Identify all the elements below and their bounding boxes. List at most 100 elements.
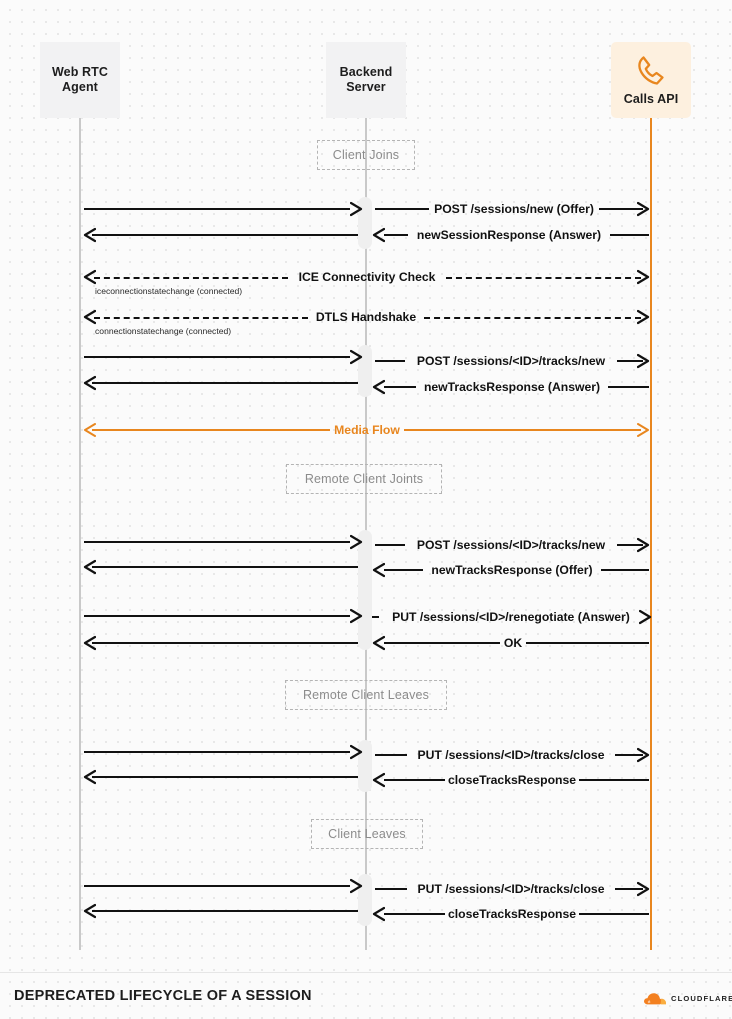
cloudflare-wordmark: CLOUDFLARE bbox=[671, 994, 732, 1003]
message-row-m16 bbox=[0, 607, 732, 625]
message-row-m3 bbox=[0, 226, 732, 244]
message-line bbox=[599, 208, 643, 211]
message-line bbox=[617, 544, 643, 547]
actor-webrtc-agent-label: Web RTC Agent bbox=[51, 65, 109, 94]
message-row-m19: OK bbox=[0, 634, 732, 652]
message-row-m13: POST /sessions/<ID>/tracks/new bbox=[0, 536, 732, 554]
message-line bbox=[94, 317, 308, 319]
actor-webrtc-agent[interactable]: Web RTC Agent bbox=[40, 42, 120, 118]
message-line bbox=[92, 776, 358, 779]
message-line bbox=[84, 541, 350, 544]
message-row-m21: PUT /sessions/<ID>/tracks/close bbox=[0, 746, 732, 764]
fragment-remote-client-leaves: Remote Client Leaves bbox=[285, 680, 447, 710]
phone-icon bbox=[633, 54, 669, 88]
message-row-m9 bbox=[0, 374, 732, 392]
message-row-m1 bbox=[0, 200, 732, 218]
message-line bbox=[601, 569, 649, 572]
message-line bbox=[375, 544, 405, 547]
activation-bar-remote-leave bbox=[358, 740, 372, 792]
message-line bbox=[617, 360, 643, 363]
message-line bbox=[92, 429, 330, 431]
message-line bbox=[384, 234, 408, 237]
message-row-m7 bbox=[0, 348, 732, 366]
message-line bbox=[608, 386, 649, 389]
activation-bar-client-joins bbox=[358, 197, 372, 249]
fragment-remote-client-leaves-label: Remote Client Leaves bbox=[303, 688, 429, 702]
message-sublabel-m6: connectionstatechange (connected) bbox=[95, 326, 232, 336]
message-label-m17: PUT /sessions/<ID>/renegotiate (Answer) bbox=[392, 610, 630, 624]
message-line bbox=[94, 277, 288, 279]
message-label-m25: PUT /sessions/<ID>/tracks/close bbox=[417, 882, 605, 896]
message-line bbox=[375, 888, 407, 891]
footer-divider-top bbox=[0, 972, 732, 973]
fragment-client-leaves-label: Client Leaves bbox=[328, 827, 406, 841]
message-line bbox=[92, 382, 358, 385]
actor-backend-server-label: Backend Server bbox=[339, 65, 393, 94]
message-line bbox=[372, 616, 379, 619]
message-label-m5: ICE Connectivity Check bbox=[298, 270, 436, 284]
message-row-m10: newTracksResponse (Answer) bbox=[0, 378, 732, 396]
message-row-m22 bbox=[0, 768, 732, 786]
message-row-m27: closeTracksResponse bbox=[0, 905, 732, 923]
message-line bbox=[92, 642, 358, 645]
message-row-m20 bbox=[0, 743, 732, 761]
message-label-m8: POST /sessions/<ID>/tracks/new bbox=[416, 354, 606, 368]
lifeline-webrtc-agent bbox=[79, 118, 81, 950]
message-line bbox=[446, 277, 641, 279]
message-label-m13: POST /sessions/<ID>/tracks/new bbox=[416, 538, 606, 552]
message-line bbox=[384, 386, 416, 389]
message-line bbox=[615, 888, 643, 891]
message-line bbox=[404, 429, 641, 431]
message-label-m15: newTracksResponse (Offer) bbox=[431, 563, 593, 577]
message-line bbox=[375, 754, 407, 757]
message-line bbox=[375, 208, 429, 211]
message-label-m19: OK bbox=[503, 636, 523, 650]
message-label-media-flow: Media Flow bbox=[334, 423, 400, 437]
footer-title: DEPRECATED LIFECYCLE OF A SESSION bbox=[14, 988, 312, 1004]
fragment-remote-client-joints-label: Remote Client Joints bbox=[304, 472, 424, 486]
fragment-client-leaves: Client Leaves bbox=[311, 819, 423, 849]
message-row-m2: POST /sessions/new (Offer) bbox=[0, 200, 732, 218]
message-row-m5: ICE Connectivity Check iceconnectionstat… bbox=[0, 268, 732, 296]
message-row-m23: closeTracksResponse bbox=[0, 771, 732, 789]
message-line bbox=[84, 885, 350, 888]
actor-calls-api[interactable]: Calls API bbox=[611, 42, 691, 118]
message-row-m17: PUT /sessions/<ID>/renegotiate (Answer) bbox=[0, 608, 732, 626]
message-line bbox=[384, 642, 500, 645]
message-row-m14 bbox=[0, 558, 732, 576]
message-row-m6: DTLS Handshake connectionstatechange (co… bbox=[0, 308, 732, 336]
cloudflare-logo: CLOUDFLARE bbox=[643, 992, 732, 1005]
message-label-m21: PUT /sessions/<ID>/tracks/close bbox=[417, 748, 605, 762]
message-row-m15: newTracksResponse (Offer) bbox=[0, 561, 732, 579]
message-line bbox=[424, 317, 641, 319]
activation-bar-client-leave bbox=[358, 874, 372, 926]
message-row-m12 bbox=[0, 533, 732, 551]
cloudflare-cloud-icon bbox=[643, 992, 667, 1005]
activation-bar-remote-join bbox=[358, 530, 372, 650]
message-line bbox=[375, 360, 405, 363]
message-line bbox=[92, 234, 358, 237]
message-line bbox=[84, 751, 350, 754]
fragment-client-joins: Client Joins bbox=[317, 140, 415, 170]
message-label-m6: DTLS Handshake bbox=[315, 310, 417, 324]
message-row-m18 bbox=[0, 634, 732, 652]
message-label-m23: closeTracksResponse bbox=[447, 773, 577, 787]
message-line bbox=[92, 910, 358, 913]
message-label-m27: closeTracksResponse bbox=[447, 907, 577, 921]
message-row-m4: newSessionResponse (Answer) bbox=[0, 226, 732, 244]
message-line bbox=[579, 913, 649, 916]
activation-bar-tracks-new bbox=[358, 345, 372, 397]
message-sublabel-m5: iceconnectionstatechange (connected) bbox=[95, 286, 243, 296]
message-line bbox=[384, 913, 445, 916]
message-label-m2: POST /sessions/new (Offer) bbox=[434, 202, 594, 216]
lifeline-calls-api bbox=[650, 118, 653, 950]
message-line bbox=[610, 234, 649, 237]
message-label-m10: newTracksResponse (Answer) bbox=[423, 380, 601, 394]
message-line bbox=[84, 615, 350, 618]
message-line bbox=[92, 566, 358, 569]
fragment-client-joins-label: Client Joins bbox=[332, 148, 400, 162]
actor-backend-server[interactable]: Backend Server bbox=[326, 42, 406, 118]
message-line bbox=[384, 779, 445, 782]
message-line bbox=[579, 779, 649, 782]
